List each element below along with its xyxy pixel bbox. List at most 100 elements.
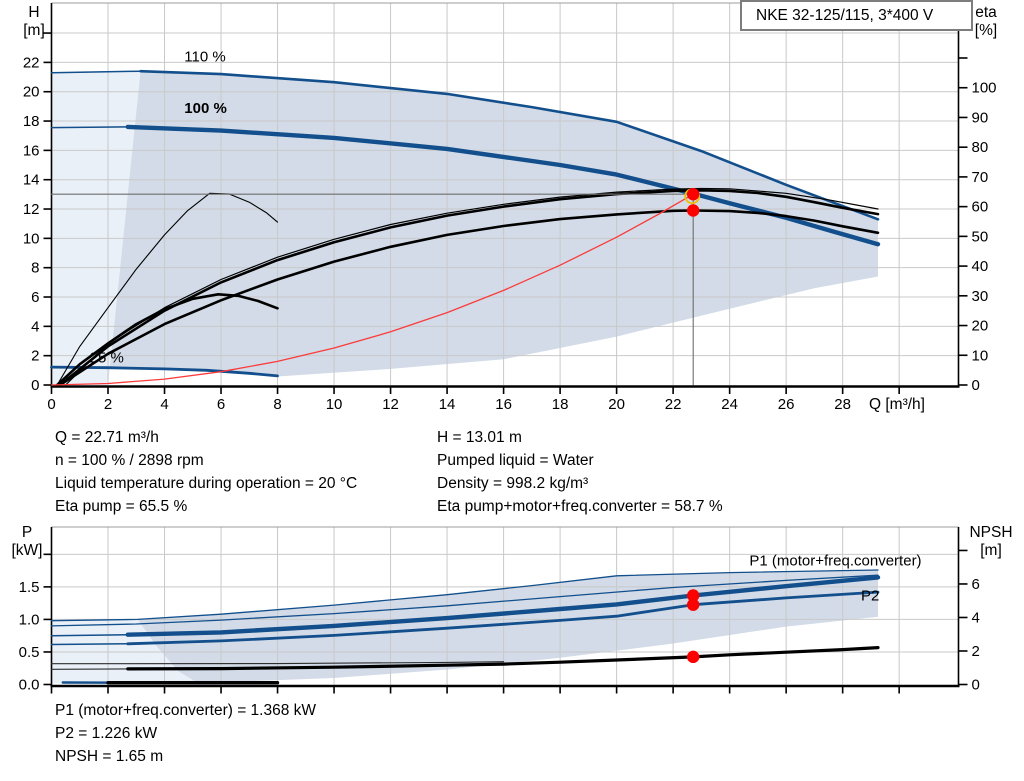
x-tick-label: 4 <box>160 396 168 413</box>
power-npsh-chart[interactable]: 0.0 0.5 1.0 1.5 0 2 4 6 P1 (motor+freq.converter… <box>19 526 980 694</box>
nominal-curve-extension <box>50 126 129 129</box>
x-tick-label: 28 <box>834 396 851 413</box>
right-tick-label: 20 <box>972 318 989 335</box>
h-axis-label-unit: [m] <box>23 22 45 39</box>
curve-p2 <box>126 590 880 646</box>
npsh-axis-label: NPSH [m] <box>960 524 1022 560</box>
npsh-axis-label-symbol: NPSH <box>969 524 1013 541</box>
left-tick-label: 22 <box>23 54 40 71</box>
label-110-percent: 110 % <box>184 49 225 66</box>
left-tick-label: 14 <box>23 172 40 189</box>
x-tick-label: 18 <box>552 396 569 413</box>
x-tick-label: 20 <box>608 396 625 413</box>
x-tick-label: 22 <box>665 396 682 413</box>
operating-point-dot[interactable] <box>686 598 700 611</box>
right-tick-label: 80 <box>972 139 989 156</box>
right-tick-label: 60 <box>972 199 989 216</box>
right-tick-label: 2 <box>972 643 980 660</box>
right-tick-label: 0 <box>972 377 980 394</box>
eta-axis-label-unit: [%] <box>974 22 998 39</box>
npsh-tolerance-line <box>50 661 505 665</box>
h-axis-label-symbol: H <box>28 4 40 21</box>
left-tick-label: 12 <box>23 201 40 218</box>
affinity-parabola <box>50 193 694 386</box>
right-tick-label: 90 <box>972 109 989 126</box>
x-tick-label: 14 <box>439 396 456 413</box>
label-p2: P2 <box>861 588 879 605</box>
left-tick-label: 0.5 <box>19 644 40 661</box>
info-p1: P1 (motor+freq.converter) = 1.368 kW <box>55 702 317 719</box>
eta-pump-curve-25-percent <box>56 192 279 386</box>
info-speed: n = 100 % / 2898 rpm <box>55 452 204 469</box>
info-eta-total: Eta pump+motor+freq.converter = 58.7 % <box>437 498 723 515</box>
right-tick-label: 10 <box>972 347 989 364</box>
left-tick-label: 18 <box>23 113 40 130</box>
info-flow: Q = 22.71 m³/h <box>55 429 159 446</box>
info-p2: P2 = 1.226 kW <box>55 725 158 742</box>
right-tick-label: 0 <box>972 677 980 694</box>
curve-110-percent <box>139 69 880 221</box>
eta-axis-label: eta [%] <box>962 4 1010 40</box>
right-tick-label: 4 <box>972 609 980 626</box>
left-tick-label: 6 <box>31 289 39 306</box>
operating-point-dot[interactable] <box>686 650 700 664</box>
right-tick-label: 50 <box>972 228 989 245</box>
label-100-percent: 100 % <box>184 100 227 117</box>
left-tick-label: 8 <box>31 260 39 277</box>
left-tick-label: 1.5 <box>19 579 40 596</box>
curve-npsh <box>126 646 880 671</box>
eta-total-curve-25-percent <box>55 293 279 387</box>
p-axis-label-unit: [kW] <box>11 542 43 559</box>
duty-info-right: H = 13.01 m Pumped liquid = Water Densit… <box>437 426 723 518</box>
label-25-percent: 25 % <box>90 349 124 366</box>
eta-axis-label-symbol: eta <box>975 4 997 21</box>
right-tick-label: 70 <box>972 169 989 186</box>
pump-title-box: NKE 32-125/115, 3*400 V <box>740 0 973 31</box>
x-tick-label: 26 <box>778 396 795 413</box>
x-tick-label: 6 <box>217 396 225 413</box>
operating-point-dot[interactable] <box>686 188 700 201</box>
p1-110-line <box>50 574 879 627</box>
info-pumped-liquid: Pumped liquid = Water <box>437 452 594 469</box>
operating-point-dot[interactable] <box>686 204 700 217</box>
left-tick-label: 0.0 <box>19 677 40 694</box>
info-eta-pump: Eta pump = 65.5 % <box>55 498 188 515</box>
left-tick-label: 16 <box>23 142 40 159</box>
x-tick-label: 8 <box>273 396 281 413</box>
info-liquid-temperature: Liquid temperature during operation = 20… <box>55 475 358 492</box>
curve-p1 <box>125 575 881 637</box>
qh-eta-chart[interactable]: 0 2 4 6 8 10 12 14 16 18 20 22 24 26 28024681012141618… <box>23 2 997 413</box>
eta-pump-curve <box>58 189 880 387</box>
eta-pump-motor-converter-curve <box>58 209 880 387</box>
curve-100-percent <box>125 124 881 247</box>
x-tick-label: 12 <box>382 396 399 413</box>
npsh-axis-label-unit: [m] <box>980 542 1002 559</box>
info-density: Density = 998.2 kg/m³ <box>437 475 589 492</box>
left-tick-label: 0 <box>31 377 39 394</box>
p-axis-label: P [kW] <box>4 524 50 560</box>
info-head: H = 13.01 m <box>437 429 522 446</box>
x-tick-label: 16 <box>495 396 512 413</box>
right-tick-label: 30 <box>972 288 989 305</box>
max-speed-curve-extension <box>50 70 142 74</box>
left-tick-label: 2 <box>31 348 39 365</box>
left-tick-label: 10 <box>23 230 40 247</box>
left-tick-label: 20 <box>23 84 40 101</box>
operating-point-dot[interactable] <box>686 589 700 602</box>
curve-25-percent <box>50 365 279 378</box>
p-axis-label-symbol: P <box>21 524 33 541</box>
h-axis-label: H [m] <box>14 4 54 40</box>
power-envelope-top-line <box>50 569 879 622</box>
p2-extension <box>50 643 129 646</box>
x-tick-label: 10 <box>326 396 343 413</box>
info-npsh: NPSH = 1.65 m <box>55 748 164 765</box>
q-axis-label: Q [m³/h] <box>869 396 925 413</box>
left-tick-label: 4 <box>31 318 39 335</box>
right-tick-label: 40 <box>972 258 989 275</box>
x-tick-label: 0 <box>47 396 55 413</box>
p1-extension <box>50 633 129 637</box>
eta-pump-tolerance-curve <box>65 187 879 386</box>
left-tick-label: 1.0 <box>19 611 40 628</box>
